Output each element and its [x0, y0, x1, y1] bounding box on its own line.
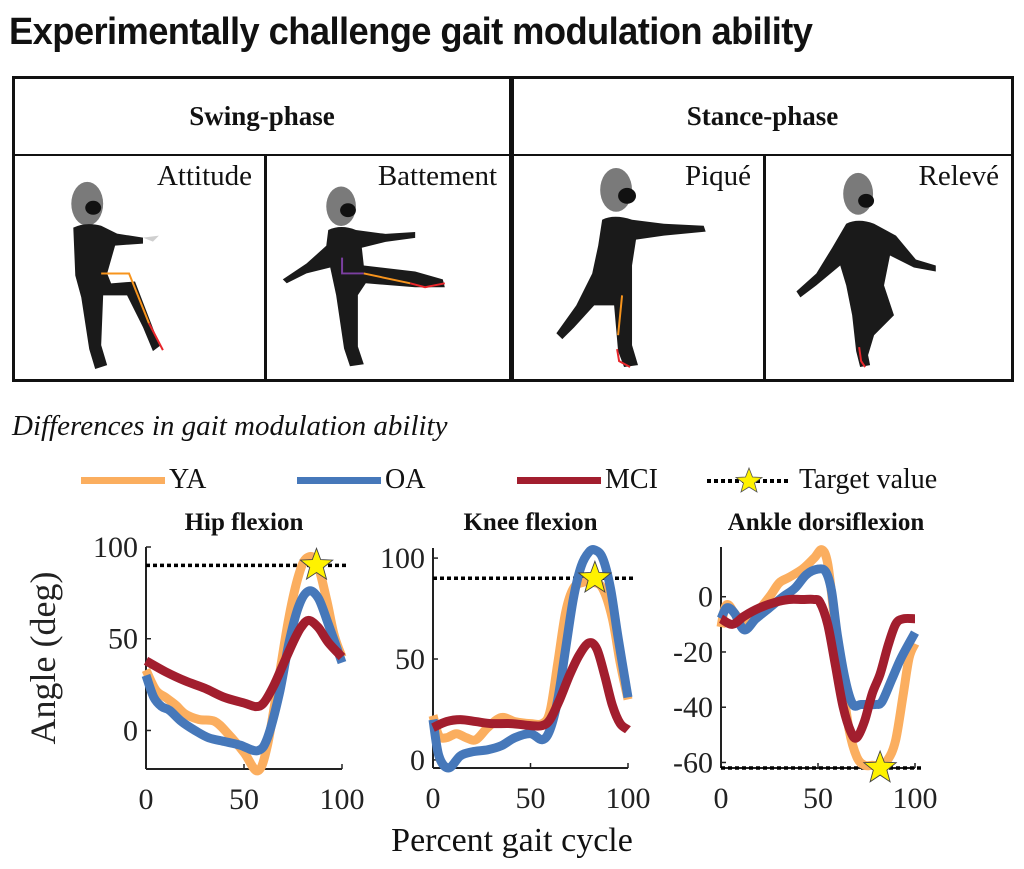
swing-phase-header: Swing-phase [15, 79, 509, 156]
y-tick-label: 50 [395, 643, 425, 676]
legend-swatch-ya [81, 476, 165, 484]
x-tick-label: 0 [426, 782, 441, 815]
legend-label-ya: YA [169, 464, 207, 495]
series-line-mci [431, 638, 631, 734]
series-line-oa [141, 586, 347, 756]
stance-phase-panel: Stance-phase Piqué Relevé [511, 76, 1014, 382]
legend-swatch-mci [517, 476, 601, 484]
series-line-mci [718, 594, 916, 743]
y-tick-label: 0 [698, 581, 713, 614]
chart-panel-knee-flexion: Knee flexion 0 50 100 0 50 100 [380, 509, 651, 815]
chart-panel-ankle-dorsiflexion: Ankle dorsiflexion -60 -40 -20 0 0 50 100 [673, 509, 938, 815]
legend-label-target: Target value [799, 464, 938, 495]
y-tick-label: 0 [123, 714, 138, 747]
pose-label-attitude: Attitude [156, 160, 252, 192]
section-subtitle: Differences in gait modulation ability [12, 410, 448, 442]
pose-label-pique: Piqué [684, 160, 751, 192]
y-tick-label: -40 [673, 691, 713, 724]
x-axis-label: Percent gait cycle [391, 822, 633, 859]
chart-title: Hip flexion [185, 509, 304, 536]
legend-label-oa: OA [385, 464, 426, 495]
dancer-pique-pose-figure [556, 167, 706, 368]
y-axis-label: Angle (deg) [23, 572, 63, 745]
x-tick-label: 0 [714, 782, 729, 815]
pose-cell-releve: Relevé [766, 156, 1011, 379]
pose-cell-pique: Piqué [514, 156, 766, 379]
swing-phase-panel: Swing-phase Attitude Battement [12, 76, 512, 382]
chart-panel-hip-flexion: Hip flexion 0 50 100 0 50 100 Angle (deg) [23, 509, 365, 816]
y-tick-label: -20 [673, 636, 713, 669]
y-tick-label: 0 [410, 744, 425, 777]
x-tick-label: 100 [893, 782, 938, 815]
legend-item-target: Target value [705, 458, 937, 502]
stance-phase-header: Stance-phase [514, 79, 1011, 156]
x-tick-label: 50 [516, 782, 546, 815]
legend-label-mci: MCI [605, 464, 658, 495]
pose-cell-battement: Battement [267, 156, 509, 379]
dancer-releve-pose-figure [796, 172, 936, 368]
chart-title: Ankle dorsiflexion [728, 509, 925, 536]
x-tick-label: 50 [229, 783, 259, 816]
y-tick-label: -60 [673, 746, 713, 779]
y-tick-label: 100 [380, 542, 425, 575]
pose-cell-attitude: Attitude [15, 156, 267, 379]
legend-item-oa: OA [297, 458, 425, 502]
legend-item-ya: YA [81, 458, 206, 502]
x-tick-label: 100 [606, 782, 651, 815]
x-tick-label: 50 [803, 782, 833, 815]
series-line-mci [143, 615, 346, 712]
dancer-attitude-pose-figure [71, 181, 164, 370]
y-tick-label: 100 [93, 531, 138, 564]
figure-title: Experimentally challenge gait modulation… [9, 11, 813, 53]
dancer-battement-pose-figure [282, 186, 445, 367]
y-tick-label: 50 [108, 623, 138, 656]
target-star-marker [299, 547, 334, 581]
series-line-oa [716, 564, 919, 711]
target-star-marker [577, 560, 613, 594]
legend-item-mci: MCI [517, 458, 658, 502]
legend-swatch-oa [297, 476, 381, 484]
target-star-marker [862, 749, 898, 783]
pose-label-battement: Battement [377, 160, 497, 192]
chart-legend: YA OA MCI Target value [0, 458, 1024, 502]
pose-label-releve: Relevé [918, 160, 999, 192]
chart-title: Knee flexion [463, 509, 597, 536]
x-tick-label: 100 [320, 783, 365, 816]
target-star-dotted-icon [707, 466, 791, 493]
x-tick-label: 0 [139, 783, 154, 816]
series-line-oa [428, 544, 633, 773]
gait-angle-charts: Hip flexion 0 50 100 0 50 100 Angle (deg) Knee f… [23, 509, 938, 816]
